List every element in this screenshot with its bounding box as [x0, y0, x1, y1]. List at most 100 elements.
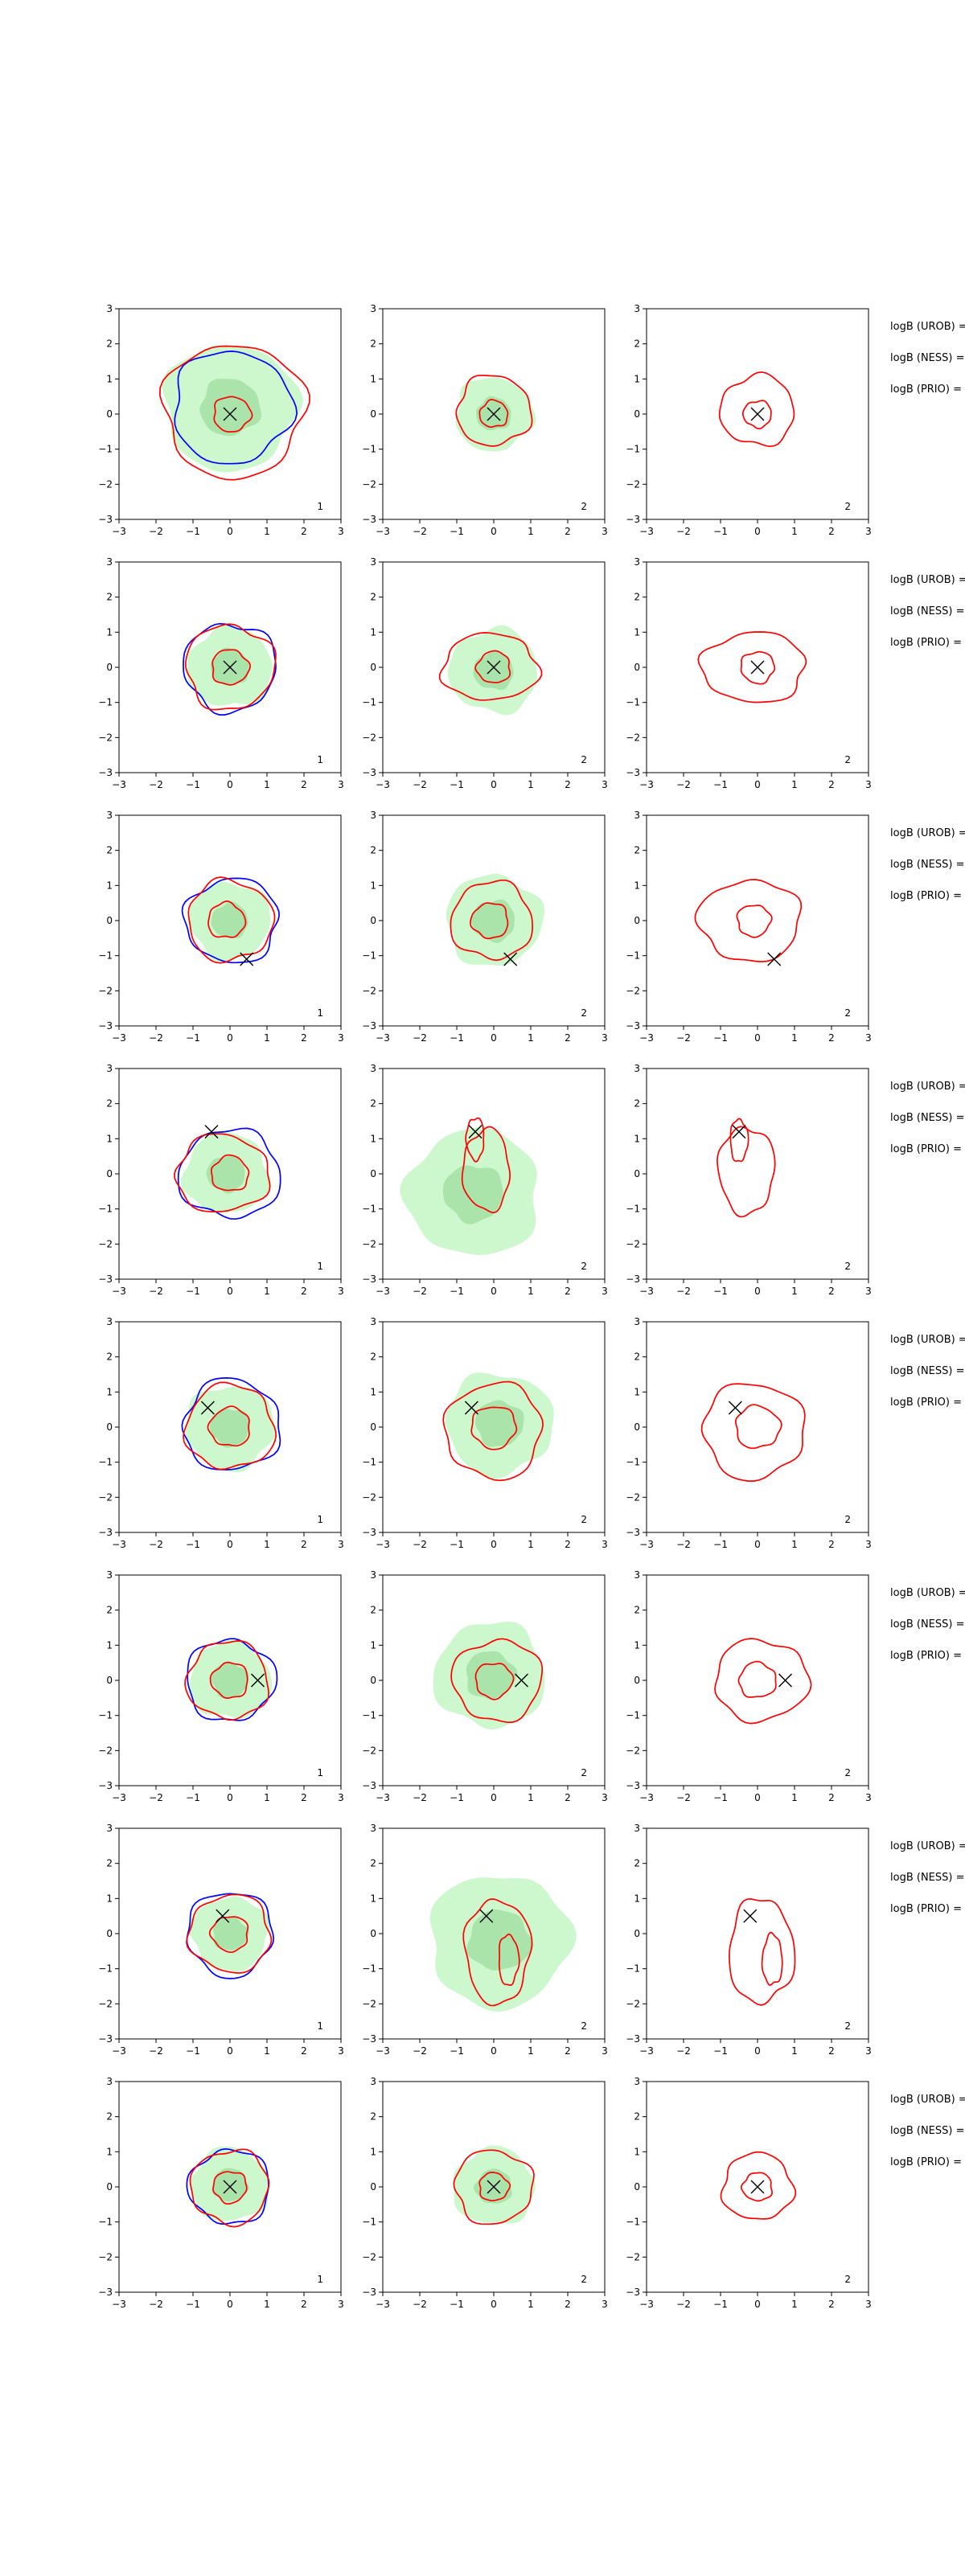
- contour-red: [694, 879, 803, 962]
- side-label: logB (PRIO) =: [890, 1143, 962, 1155]
- density-fill-core: [209, 1408, 250, 1448]
- y-tick-label: 1: [106, 2146, 113, 2157]
- x-tick-label: 3: [338, 2045, 344, 2057]
- y-tick-label: 2: [634, 1858, 640, 1869]
- contour-red: [718, 371, 795, 448]
- x-tick-label: 0: [227, 1792, 233, 1803]
- x-tick-label: 3: [602, 1792, 608, 1803]
- y-tick-label: 2: [634, 1098, 640, 1110]
- x-tick-label: 3: [865, 779, 872, 790]
- y-tick-label: 1: [370, 1133, 376, 1144]
- panel-r5-c3: −3−3 −2 −2 −1 −1 0 0 1 1 2 2 3 3 2: [626, 1316, 872, 1550]
- x-tick-label: −3: [376, 1792, 390, 1803]
- x-tick-label: 1: [791, 2045, 798, 2057]
- contour-red: [717, 1126, 776, 1218]
- marker-stroke: [487, 2180, 501, 2194]
- x-tick-label: 0: [754, 526, 761, 537]
- y-tick-label: 3: [106, 1569, 113, 1581]
- contour-red: [450, 1638, 544, 1724]
- contour-red: [210, 1154, 250, 1192]
- x-tick-label: −1: [713, 2299, 728, 2310]
- x-tick-label: −2: [413, 1286, 427, 1297]
- marker-stroke: [487, 407, 501, 421]
- x-tick-label: 1: [791, 779, 798, 790]
- y-tick-label: 2: [106, 845, 113, 856]
- y-tick-label: 3: [106, 556, 113, 568]
- x-tick-label: −1: [186, 2045, 200, 2057]
- x-tick-label: −1: [450, 1792, 464, 1803]
- x-tick-label: −2: [149, 1539, 163, 1550]
- y-tick-label: 3: [634, 810, 640, 821]
- panel-r6-c3: −3−3 −2 −2 −1 −1 0 0 1 1 2 2 3 3 2: [626, 1569, 872, 1803]
- y-tick-label: −2: [626, 1238, 640, 1249]
- side-label: logB (UROB) =: [890, 827, 965, 839]
- y-tick-label: −2: [98, 1238, 113, 1249]
- y-tick-label: 1: [106, 1133, 113, 1144]
- density-fill: [447, 625, 537, 716]
- y-tick-label: 0: [106, 1168, 113, 1179]
- side-label: logB (NESS) =: [890, 1618, 964, 1631]
- x-tick-label: −1: [186, 1286, 200, 1297]
- x-tick-label: 1: [791, 2299, 798, 2310]
- marker-point: [223, 407, 237, 421]
- y-tick-label: 1: [370, 1639, 376, 1651]
- panel-number: 1: [317, 1767, 323, 1778]
- x-tick-label: 3: [865, 1539, 872, 1550]
- y-tick-label: −2: [626, 1745, 640, 1756]
- side-label: logB (NESS) =: [890, 1872, 964, 1884]
- marker-stroke: [223, 660, 237, 675]
- x-tick-label: 1: [264, 526, 270, 537]
- y-tick-label: 0: [370, 1421, 376, 1433]
- marker-point: [487, 407, 501, 421]
- x-tick-label: 0: [491, 2299, 497, 2310]
- panel-r5-c2: −3−3 −2 −2 −1 −1 0 0 1 1 2 2 3 3 2: [362, 1316, 608, 1550]
- x-tick-label: 0: [754, 779, 761, 790]
- contour-red: [208, 1916, 249, 1954]
- density-fill-core: [471, 899, 515, 943]
- x-tick-label: 0: [227, 1286, 233, 1297]
- side-label: logB (UROB) =: [890, 2094, 965, 2106]
- marker-stroke: [750, 660, 765, 675]
- density-fill: [180, 1131, 272, 1213]
- x-tick-label: 3: [602, 1539, 608, 1550]
- panel-number: 2: [581, 501, 587, 512]
- x-tick-label: 2: [565, 1792, 571, 1803]
- marker-point: [464, 1401, 478, 1415]
- y-tick-label: −2: [626, 1491, 640, 1503]
- y-tick-label: −1: [362, 1204, 376, 1215]
- y-tick-label: −2: [626, 2251, 640, 2262]
- marker-point: [468, 1125, 482, 1139]
- y-tick-label: 3: [634, 556, 640, 568]
- x-tick-label: −3: [639, 1286, 654, 1297]
- side-label: logB (NESS) =: [890, 2125, 964, 2137]
- y-tick-label: −3: [626, 1527, 640, 1538]
- y-tick-label: −1: [362, 2217, 376, 2228]
- x-tick-label: 2: [565, 2045, 571, 2057]
- panel-number: 2: [844, 1007, 851, 1019]
- x-tick-label: 1: [791, 1032, 798, 1044]
- side-label: logB (UROB) =: [890, 321, 965, 333]
- y-tick-label: −3: [98, 1780, 113, 1791]
- x-tick-label: 0: [227, 1539, 233, 1550]
- contour-red: [737, 1660, 777, 1698]
- marker-stroke: [778, 1673, 792, 1688]
- y-tick-label: −2: [362, 1745, 376, 1756]
- panel-number: 2: [581, 1007, 587, 1019]
- x-tick-label: −2: [676, 2045, 691, 2057]
- x-tick-label: 2: [828, 1792, 835, 1803]
- x-tick-label: 1: [264, 1286, 270, 1297]
- y-tick-label: −1: [626, 1710, 640, 1721]
- x-tick-label: −2: [676, 779, 691, 790]
- x-tick-label: 3: [338, 1792, 344, 1803]
- x-tick-label: −3: [639, 1032, 654, 1044]
- density-fill: [189, 1638, 273, 1719]
- side-label: logB (PRIO) =: [890, 1397, 962, 1409]
- x-tick-label: −1: [186, 1032, 200, 1044]
- y-tick-label: −3: [98, 514, 113, 525]
- x-tick-label: 3: [338, 526, 344, 537]
- y-tick-label: −3: [98, 2287, 113, 2298]
- y-tick-label: 3: [634, 303, 640, 314]
- x-tick-label: 3: [865, 2045, 872, 2057]
- panel-number: 2: [844, 501, 851, 512]
- y-tick-label: 3: [106, 1316, 113, 1327]
